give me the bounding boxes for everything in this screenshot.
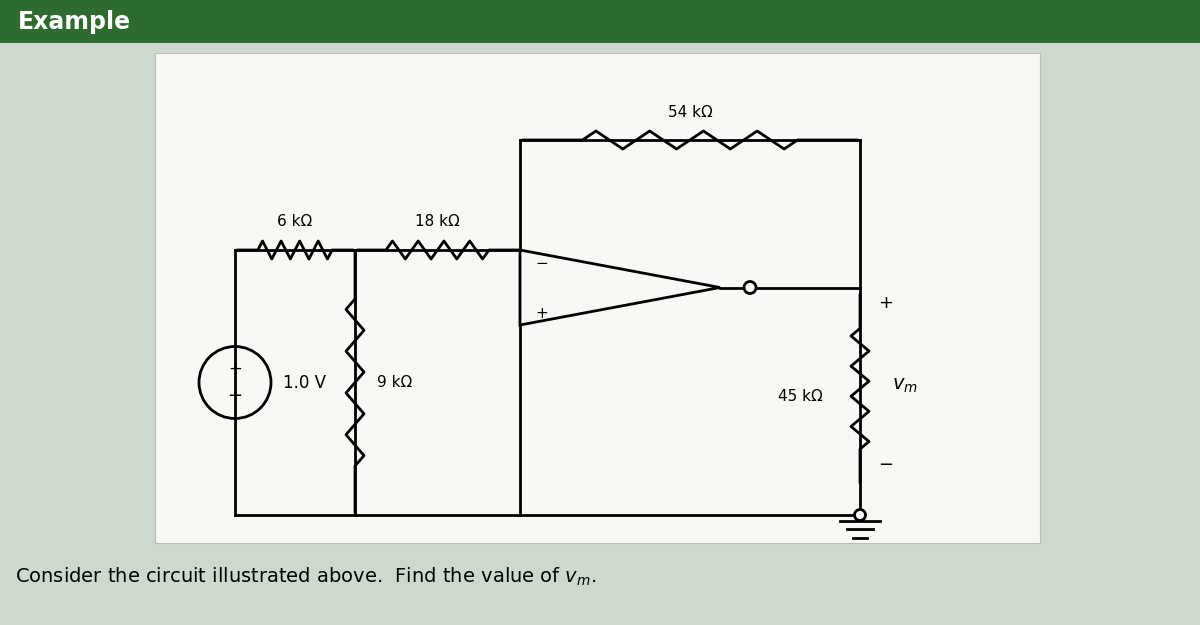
Text: 9 kΩ: 9 kΩ <box>377 375 413 390</box>
FancyBboxPatch shape <box>155 53 1040 543</box>
Circle shape <box>854 509 865 521</box>
Text: 45 kΩ: 45 kΩ <box>778 389 823 404</box>
Text: 1.0 V: 1.0 V <box>283 374 326 391</box>
Text: $v_m$: $v_m$ <box>892 376 918 395</box>
Text: +: + <box>878 294 893 311</box>
Text: +: + <box>228 361 242 379</box>
Bar <box>0 0 1200 43</box>
Text: +: + <box>535 306 547 321</box>
Text: 18 kΩ: 18 kΩ <box>415 214 460 229</box>
Text: −: − <box>878 456 893 474</box>
Text: 6 kΩ: 6 kΩ <box>277 214 313 229</box>
Text: −: − <box>228 386 242 404</box>
Text: −: − <box>535 256 547 271</box>
Text: 54 kΩ: 54 kΩ <box>667 105 713 120</box>
Text: Consider the circuit illustrated above.  Find the value of $v_m$.: Consider the circuit illustrated above. … <box>14 566 596 588</box>
Circle shape <box>744 281 756 294</box>
Text: Example: Example <box>18 9 131 34</box>
